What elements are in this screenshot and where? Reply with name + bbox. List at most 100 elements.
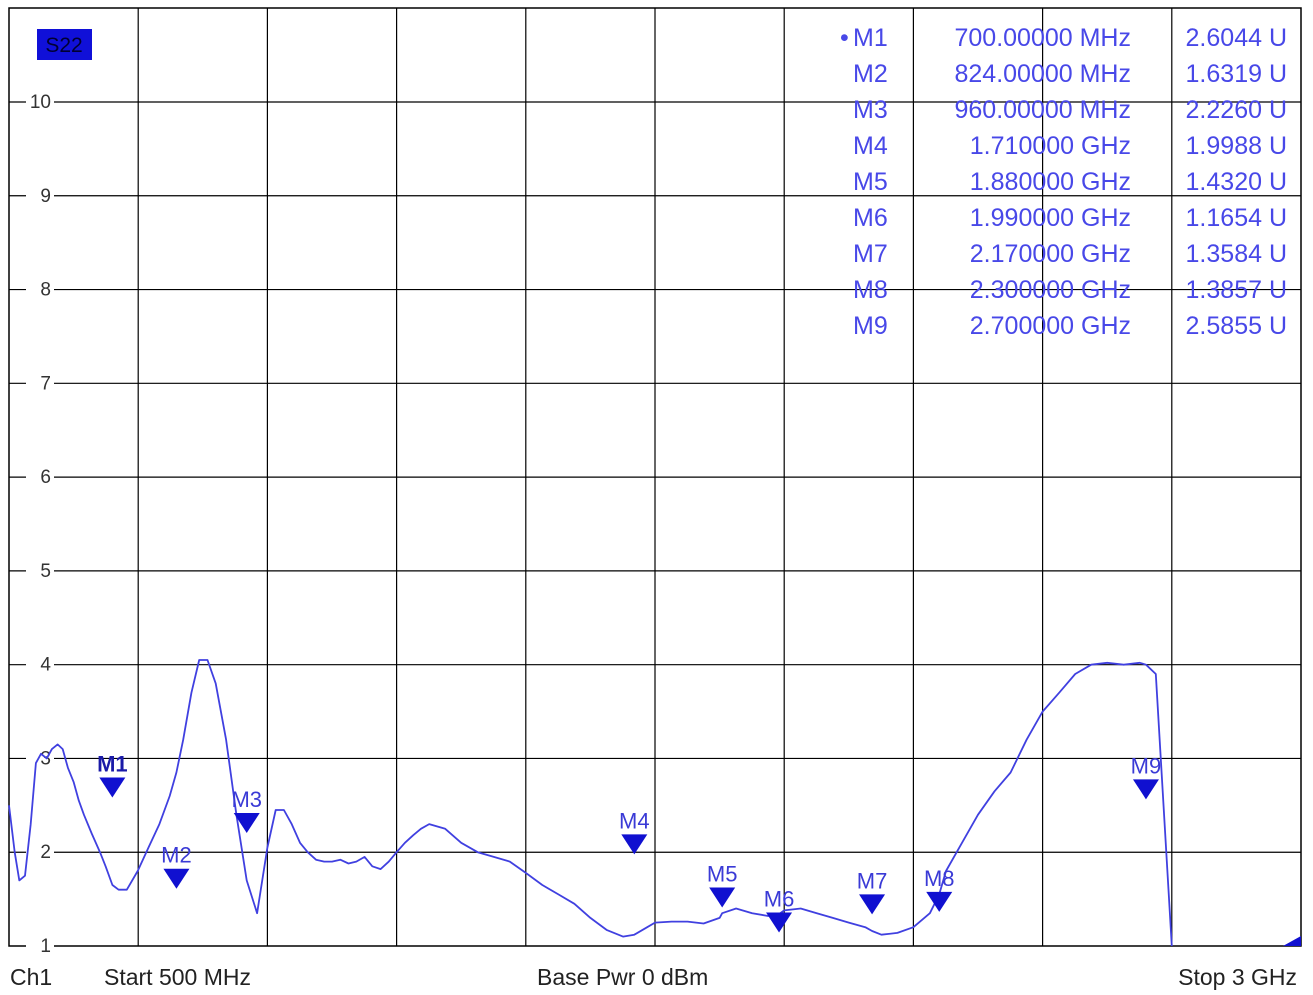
marker-m2[interactable]: M2: [161, 843, 192, 889]
marker-table-row: M4 1.710000 GHz 1.9988 U: [853, 132, 1287, 160]
grid-lines: [8, 7, 1302, 947]
marker-table-name: M3: [853, 96, 888, 124]
marker-table-name: M7: [853, 240, 888, 268]
active-marker-bullet: •: [840, 24, 849, 52]
y-tick-label: 7: [40, 373, 51, 394]
marker-label: M1: [97, 752, 128, 777]
y-tick-label: 5: [40, 561, 51, 582]
marker-table-name: M8: [853, 276, 888, 304]
marker-m6[interactable]: M6: [764, 886, 795, 933]
marker-table-row: M9 2.700000 GHz 2.5855 U: [853, 312, 1287, 340]
marker-triangle: [1132, 779, 1159, 800]
marker-table: • M1 700.00000 MHz 2.6044 U M2 824.00000 MHz 1…: [840, 24, 1287, 340]
marker-table-value: 1.1654 U: [1186, 204, 1287, 232]
y-tick-bg: [26, 559, 54, 582]
y-tick-label: 3: [40, 748, 51, 769]
marker-table-frequency: 2.700000 GHz: [970, 312, 1131, 340]
marker-table-name: M6: [853, 204, 888, 232]
trace-badge-bg: [37, 29, 92, 60]
marker-label: M7: [857, 868, 888, 893]
marker-label: M3: [231, 787, 262, 812]
y-tick-label: 1: [40, 936, 51, 957]
marker-table-row: M8 2.300000 GHz 1.3857 U: [853, 276, 1287, 304]
marker-table-name: M1: [853, 24, 888, 52]
marker-triangle: [233, 813, 260, 834]
marker-table-row: M2 824.00000 MHz 1.6319 U: [853, 60, 1287, 88]
marker-m9[interactable]: M9: [1131, 753, 1162, 800]
marker-table-row: M7 2.170000 GHz 1.3584 U: [853, 240, 1287, 268]
marker-table-frequency: 960.00000 MHz: [954, 96, 1131, 124]
marker-table-row: M5 1.880000 GHz 1.4320 U: [853, 168, 1287, 196]
y-tick-label: 2: [40, 842, 51, 863]
marker-table-name: M4: [853, 132, 888, 160]
trace-line: [8, 659, 1173, 947]
channel-label: Ch1: [10, 964, 52, 990]
marker-label: M6: [764, 886, 795, 911]
marker-table-value: 1.6319 U: [1186, 60, 1287, 88]
marker-table-frequency: 1.710000 GHz: [970, 132, 1131, 160]
marker-label: M4: [619, 808, 650, 833]
y-tick-bg: [26, 466, 54, 489]
marker-table-frequency: 700.00000 MHz: [954, 24, 1131, 52]
marker-table-value: 2.5855 U: [1186, 312, 1287, 340]
start-frequency: Start 500 MHz: [104, 964, 251, 990]
marker-label: M8: [924, 866, 955, 891]
marker-m5[interactable]: M5: [707, 861, 738, 908]
marker-table-value: 2.2260 U: [1186, 96, 1287, 124]
y-axis: 1 2 3 4 5 6 7 8 9 10: [26, 91, 54, 957]
y-tick-label: 10: [30, 92, 51, 113]
marker-triangle: [926, 891, 953, 912]
marker-table-frequency: 2.170000 GHz: [970, 240, 1131, 268]
marker-m3[interactable]: M3: [231, 787, 262, 834]
y-tick-label: 9: [40, 186, 51, 207]
trace-badge[interactable]: S22: [37, 29, 92, 60]
marker-m7[interactable]: M7: [857, 868, 888, 915]
marker-table-name: M9: [853, 312, 888, 340]
y-tick-bg: [26, 747, 54, 770]
y-tick-bg: [26, 91, 54, 113]
marker-triangle: [621, 834, 648, 855]
marker-triangle: [163, 868, 190, 889]
trace-badge-label: S22: [45, 34, 82, 57]
marker-triangle: [99, 777, 126, 798]
marker-table-value: 1.9988 U: [1186, 132, 1287, 160]
marker-table-value: 1.3857 U: [1186, 276, 1287, 304]
marker-table-value: 2.6044 U: [1186, 24, 1287, 52]
marker-table-row: M6 1.990000 GHz 1.1654 U: [853, 204, 1287, 232]
marker-table-row: M3 960.00000 MHz 2.2260 U: [853, 96, 1287, 124]
marker-table-name: M5: [853, 168, 888, 196]
base-power: Base Pwr 0 dBm: [537, 964, 708, 990]
y-tick-bg: [26, 184, 54, 207]
y-tick-bg: [26, 935, 54, 957]
y-tick-bg: [26, 653, 54, 676]
stop-indicator: [1283, 936, 1301, 946]
marker-table-frequency: 1.990000 GHz: [970, 204, 1131, 232]
marker-table-name: M2: [853, 60, 888, 88]
marker-label: M9: [1131, 753, 1162, 778]
marker-m1[interactable]: M1: [97, 752, 128, 798]
marker-m4[interactable]: M4: [619, 808, 650, 855]
marker-table-value: 1.3584 U: [1186, 240, 1287, 268]
marker-table-row: • M1 700.00000 MHz 2.6044 U: [840, 24, 1287, 52]
y-tick-label: 6: [40, 467, 51, 488]
marker-table-frequency: 824.00000 MHz: [954, 60, 1131, 88]
marker-table-value: 1.4320 U: [1186, 168, 1287, 196]
marker-label: M5: [707, 861, 738, 886]
y-tick-bg: [26, 841, 54, 864]
marker-triangle: [766, 912, 793, 933]
marker-m8[interactable]: M8: [924, 866, 955, 912]
trace-layer: [8, 659, 1173, 947]
y-tick-label: 4: [40, 655, 51, 676]
y-tick-label: 8: [40, 280, 51, 301]
footer: Ch1 Start 500 MHz Base Pwr 0 dBm Stop 3 …: [10, 964, 1297, 990]
marker-label: M2: [161, 843, 192, 868]
marker-triangle: [709, 887, 736, 908]
marker-table-frequency: 2.300000 GHz: [970, 276, 1131, 304]
y-tick-bg: [26, 372, 54, 395]
stop-frequency: Stop 3 GHz: [1178, 964, 1297, 990]
y-tick-bg: [26, 278, 54, 301]
marker-layer: M1 M2 M3 M4 M5 M6 M7 M8 M9: [97, 752, 1301, 946]
marker-triangle: [859, 894, 886, 915]
marker-table-frequency: 1.880000 GHz: [970, 168, 1131, 196]
